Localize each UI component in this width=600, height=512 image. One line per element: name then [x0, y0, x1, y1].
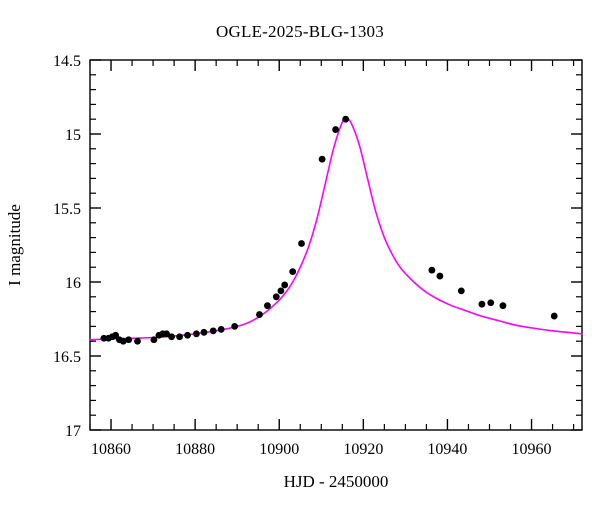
data-point — [342, 115, 350, 123]
data-point — [332, 126, 339, 133]
y-tick-label: 15.5 — [53, 201, 81, 218]
model-curve-line — [89, 117, 583, 341]
data-point — [272, 293, 280, 301]
data-point — [256, 311, 263, 318]
data-point — [277, 287, 285, 295]
data-point — [192, 330, 200, 338]
x-axis-title: HJD - 2450000 — [284, 472, 389, 491]
x-tick-label: 10940 — [427, 441, 467, 458]
data-point — [134, 337, 141, 345]
data-point — [550, 312, 558, 320]
x-axis-tick-labels: 10860 10880 10900 10920 10940 10960 — [91, 441, 552, 458]
y-axis-minor-ticks — [90, 74, 582, 416]
data-point-group — [100, 115, 558, 345]
data-point — [125, 336, 133, 344]
data-point — [318, 155, 326, 163]
y-axis-tick-labels: 14.5 15 15.5 16 16.5 17 — [53, 53, 81, 440]
data-point — [163, 330, 170, 338]
x-tick-label: 10900 — [259, 441, 299, 458]
x-axis-major-ticks — [110, 60, 533, 430]
data-point — [168, 333, 175, 341]
y-tick-label: 16 — [65, 275, 81, 292]
y-axis-major-ticks — [90, 59, 582, 431]
y-tick-label: 15 — [65, 127, 81, 144]
data-point — [428, 266, 436, 274]
y-tick-label: 16.5 — [53, 349, 81, 366]
data-point — [281, 281, 289, 289]
plot-frame — [89, 59, 583, 431]
data-point — [119, 337, 127, 345]
data-point — [231, 323, 239, 330]
data-point — [499, 302, 507, 310]
x-tick-label: 10880 — [175, 441, 215, 458]
chart-title: OGLE-2025-BLG-1303 — [216, 22, 384, 41]
data-point — [298, 240, 305, 247]
data-point — [184, 331, 191, 339]
data-point — [478, 300, 486, 308]
data-point — [457, 287, 465, 295]
x-tick-label: 10860 — [91, 441, 131, 458]
x-axis-minor-ticks — [89, 60, 575, 430]
data-point — [264, 302, 271, 310]
data-point — [150, 336, 158, 344]
data-point — [487, 299, 495, 307]
data-point — [209, 327, 217, 335]
data-point — [217, 325, 225, 333]
y-tick-label: 17 — [65, 423, 81, 440]
y-axis-title: I magnitude — [5, 204, 24, 286]
data-point — [112, 331, 120, 339]
x-tick-label: 10920 — [343, 441, 383, 458]
data-point — [176, 333, 183, 341]
x-tick-label: 10960 — [512, 441, 552, 458]
data-point — [436, 272, 444, 280]
y-tick-label: 14.5 — [53, 53, 81, 70]
data-point — [289, 268, 297, 276]
data-point — [200, 328, 208, 336]
